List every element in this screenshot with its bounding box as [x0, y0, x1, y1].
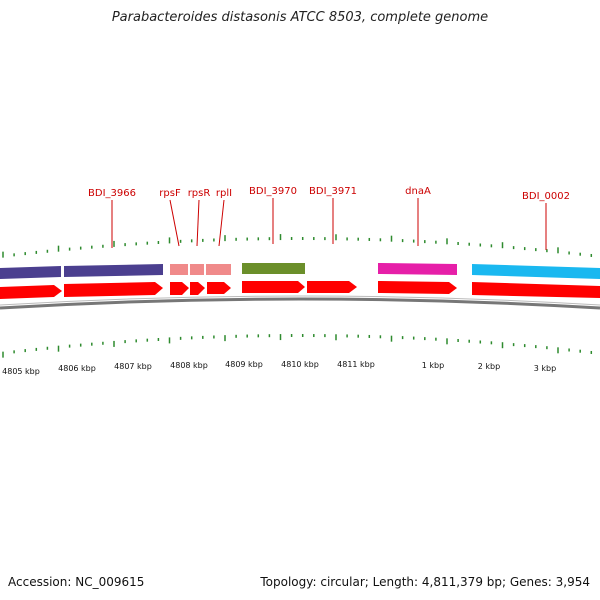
coordinate-labels: 4805 kbp 4806 kbp 4807 kbp 4808 kbp 4809… [2, 360, 556, 376]
gene-label-bdi-3966[interactable]: BDI_3966 [88, 188, 136, 199]
gene-arrow-6[interactable] [242, 281, 305, 293]
gene-arrow-1[interactable] [0, 285, 62, 299]
map-title: Parabacteroides distasonis ATCC 8503, co… [111, 10, 489, 25]
genome-summary-text: Topology: circular; Length: 4,811,379 bp… [260, 575, 590, 589]
gene-arrow-4[interactable] [190, 282, 205, 295]
tick-label: 4809 kbp [225, 360, 263, 369]
backbone-line [0, 297, 600, 310]
tick-label: 1 kbp [422, 361, 444, 370]
feature-bar-rpsr[interactable] [190, 264, 204, 275]
gene-label-bdi-3971[interactable]: BDI_3971 [309, 186, 357, 197]
gene-label-rpsr[interactable]: rpsR [188, 188, 211, 199]
gene-arrow-8[interactable] [378, 281, 457, 294]
gene-arrow-9[interactable] [472, 282, 600, 298]
tick-label: 4811 kbp [337, 360, 375, 369]
gene-arrow-5[interactable] [207, 282, 231, 294]
feature-track [0, 263, 600, 279]
feature-bar-dnaa[interactable] [378, 263, 457, 275]
accession-text: Accession: NC_009615 [8, 575, 145, 589]
feature-bar-bdi-3970[interactable] [242, 263, 305, 274]
gene-label-dnaa[interactable]: dnaA [405, 186, 431, 197]
tick-label: 4806 kbp [58, 364, 96, 373]
feature-bar-bdi-0002[interactable] [472, 264, 600, 279]
feature-bar-rpsf[interactable] [170, 264, 188, 275]
tick-label: 2 kbp [478, 362, 500, 371]
feature-bar-bdi-3966-b[interactable] [64, 264, 163, 277]
gene-arrow-track [0, 281, 600, 299]
gene-label-bdi-3970[interactable]: BDI_3970 [249, 186, 297, 197]
feature-bar-bdi-3966-a[interactable] [0, 266, 61, 279]
tick-label: 4808 kbp [170, 361, 208, 370]
gene-arrow-3[interactable] [170, 282, 189, 295]
gene-label-bdi-0002[interactable]: BDI_0002 [522, 191, 570, 202]
feature-bar-rpli[interactable] [206, 264, 231, 275]
gene-arrow-2[interactable] [64, 282, 163, 297]
tick-label: 4807 kbp [114, 362, 152, 371]
minor-tick-row-lower [2, 334, 593, 358]
tick-label: 4810 kbp [281, 360, 319, 369]
gene-arrow-7[interactable] [307, 281, 357, 293]
gene-label-rpli[interactable]: rplI [216, 188, 232, 199]
gene-labels: BDI_3966 rpsF rpsR rplI BDI_3970 BDI_397… [88, 186, 570, 250]
minor-tick-row-upper [2, 234, 593, 258]
tick-label: 4805 kbp [2, 367, 40, 376]
tick-label: 3 kbp [534, 364, 556, 373]
gene-label-rpsf[interactable]: rpsF [159, 188, 181, 199]
